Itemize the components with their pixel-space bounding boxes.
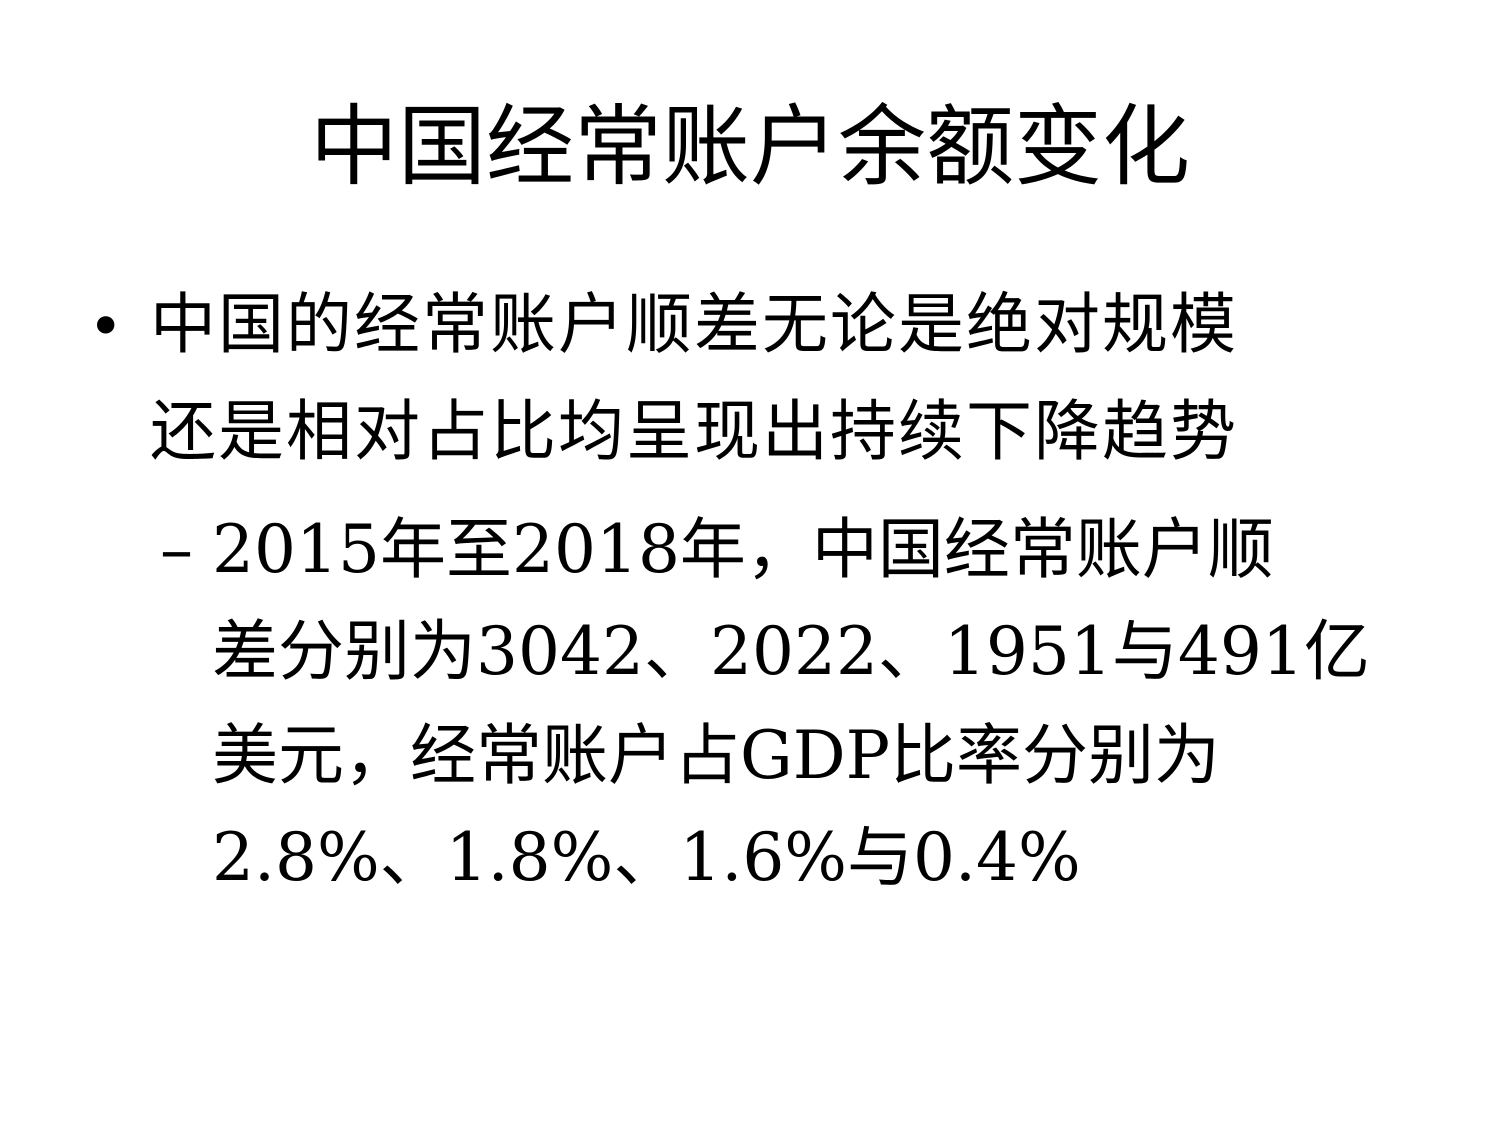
bullet-line-2: 还是相对占比均呈现出持续下降趋势 (150, 393, 1238, 470)
sub-bullet-line-2: 差分别为3042、2022、1951与491亿 (212, 613, 1370, 690)
slide-title: 中国经常账户余额变化 (309, 95, 1190, 198)
sub-bullet-line-4: 2.8%、1.8%、1.6%与0.4% (212, 819, 1081, 896)
sub-bullet-marker: – (160, 511, 193, 588)
bullet-line-1: 中国的经常账户顺差无论是绝对规模 (150, 286, 1238, 363)
bullet-marker: • (88, 292, 124, 362)
sub-bullet-line-1: 2015年至2018年，中国经常账户顺 (212, 511, 1274, 588)
sub-bullet-line-3: 美元，经常账户占GDP比率分别为 (212, 717, 1221, 794)
